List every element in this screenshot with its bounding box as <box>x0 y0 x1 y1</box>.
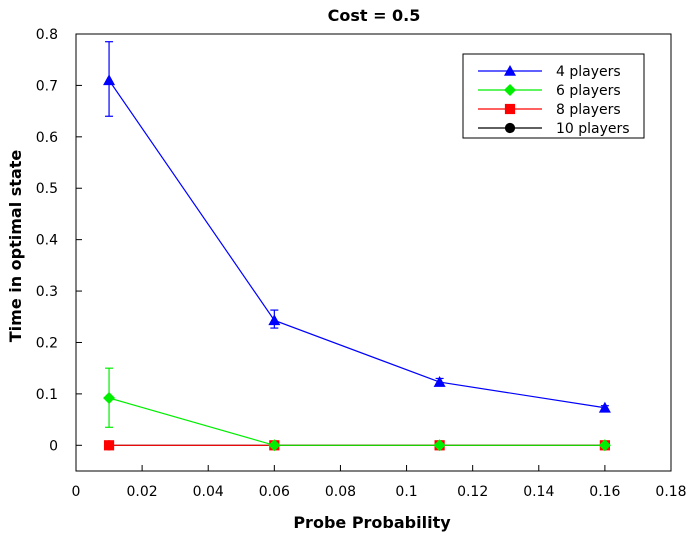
circle-marker <box>504 122 516 134</box>
y-tick-label: 0.5 <box>36 181 58 197</box>
series-line <box>108 397 605 446</box>
legend: 4 players 6 players 8 players 10 players <box>462 53 645 139</box>
diamond-marker <box>103 391 116 404</box>
x-tick-label: 0.18 <box>655 484 686 500</box>
square-marker <box>504 103 516 115</box>
y-tick-label: 0.2 <box>36 335 58 351</box>
x-axis: 0 0.02 0.04 0.06 0.08 0.1 0.12 0.14 0.16 0.18 <box>72 465 687 500</box>
y-axis: 0 0.1 0.2 0.3 0.4 0.5 0.6 0.7 0.8 <box>36 27 82 454</box>
y-tick-label: 0.4 <box>36 233 58 249</box>
triangle-marker <box>504 65 516 76</box>
x-tick-label: 0.1 <box>395 484 417 500</box>
chart-title: Cost = 0.5 <box>328 6 421 25</box>
series-layer <box>103 41 611 452</box>
y-tick-label: 0.6 <box>36 130 58 146</box>
x-tick-label: 0.14 <box>523 484 554 500</box>
diamond-marker <box>268 439 281 452</box>
triangle-marker <box>103 74 116 86</box>
x-tick-label: 0.04 <box>193 484 224 500</box>
x-tick-label: 0.06 <box>259 484 290 500</box>
square-marker <box>103 440 115 451</box>
y-axis-title: Time in optimal state <box>6 150 25 343</box>
legend-label: 4 players <box>556 64 621 80</box>
legend-label: 8 players <box>556 102 621 118</box>
series-4-players <box>103 41 611 413</box>
y-tick-label: 0.3 <box>36 284 58 300</box>
x-tick-label: 0.08 <box>325 484 356 500</box>
y-tick-label: 0.1 <box>36 387 58 403</box>
x-axis-title: Probe Probability <box>293 513 451 532</box>
plot-area <box>75 33 672 472</box>
y-tick-label: 0.7 <box>36 78 58 94</box>
x-tick-label: 0 <box>72 484 81 500</box>
legend-label: 10 players <box>556 121 630 137</box>
x-tick-label: 0.16 <box>589 484 620 500</box>
x-tick-label: 0.12 <box>457 484 488 500</box>
diamond-marker <box>598 439 611 452</box>
series-line <box>108 79 605 409</box>
diamond-marker <box>504 84 516 96</box>
series-6-players <box>103 367 611 452</box>
y-tick-label: 0 <box>49 438 58 454</box>
legend-box <box>462 53 645 139</box>
triangle-marker <box>433 376 446 387</box>
diamond-marker <box>433 439 446 452</box>
triangle-marker <box>268 314 281 326</box>
x-tick-label: 0.02 <box>127 484 158 500</box>
y-tick-label: 0.8 <box>36 27 58 43</box>
triangle-marker <box>598 401 611 413</box>
legend-label: 6 players <box>556 83 621 99</box>
